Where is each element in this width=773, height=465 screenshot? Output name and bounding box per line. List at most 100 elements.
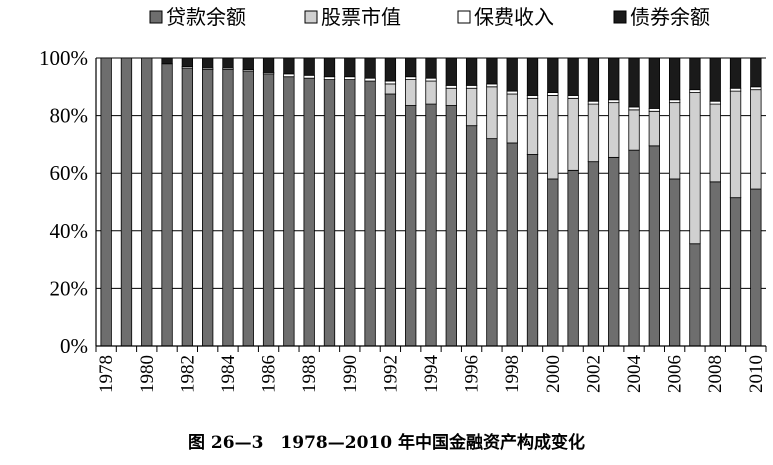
bar-segment (506, 93, 518, 144)
bar-segment (608, 102, 620, 158)
bar-segment (689, 57, 701, 91)
x-tick-label: 2002 (583, 355, 604, 393)
bar-segment (648, 57, 660, 109)
x-tick-label: 2010 (746, 355, 767, 393)
bar-segment (729, 90, 742, 199)
bar-segment (709, 103, 721, 183)
bar-segment (526, 95, 539, 99)
bar-segment (405, 79, 417, 106)
bar-segment (587, 103, 600, 163)
legend-label: 保费收入 (474, 5, 554, 29)
legend-swatch (613, 10, 627, 24)
bar-segment (202, 57, 214, 69)
stacked-bar-chart: 贷款余额 股票市值 保费收入 债券余额 0% 20% 40% 60% 80% 100% 1978… (39, 5, 767, 394)
bar-segment (587, 161, 600, 347)
bar-segment (608, 156, 620, 347)
bar-segment (364, 80, 376, 347)
x-tick-label: 1996 (462, 355, 483, 393)
bar-segment (486, 138, 498, 347)
bar-segment (445, 84, 457, 89)
legend-swatch (457, 10, 471, 24)
y-tick-label: 100% (39, 46, 88, 70)
x-tick-label: 1986 (259, 355, 280, 393)
bar-segment (729, 87, 742, 92)
bar-segment (262, 73, 275, 347)
bar-segment (486, 83, 498, 88)
x-tick-label: 1984 (218, 355, 239, 394)
bar-segment (587, 57, 600, 102)
x-tick-labels: 1978 1980 1982 1984 1986 1988 1990 1992 1994 1996… (96, 355, 767, 394)
bar-segment (222, 57, 234, 69)
bar-segment (465, 87, 478, 127)
bar-segment (425, 57, 437, 79)
bar-segment (608, 57, 620, 101)
x-tick-label: 1998 (502, 355, 523, 393)
bar-segment (506, 142, 518, 347)
bar-segment (750, 89, 762, 190)
bar-segment (628, 109, 640, 151)
bar-segment (364, 57, 376, 79)
bar-segment (587, 100, 600, 105)
y-tick-label: 40% (50, 219, 89, 243)
bar-segment (506, 57, 518, 92)
x-tick-label: 1980 (137, 355, 158, 393)
bar-segment (120, 57, 133, 347)
bar-segment (547, 95, 559, 180)
x-tick-label: 1992 (380, 355, 401, 393)
bar-segment (283, 73, 295, 78)
bar-segment (141, 57, 153, 347)
bar-segment (161, 63, 173, 347)
x-tick-label: 1988 (299, 355, 320, 393)
x-tick-label: 2006 (665, 355, 686, 393)
bar-segment (425, 103, 437, 347)
bar-segment (465, 84, 478, 89)
bar-segment (628, 106, 640, 111)
bar-segment (750, 57, 762, 88)
bar-segment (445, 57, 457, 86)
bar-segment (668, 57, 681, 101)
bar-segment (202, 69, 214, 347)
bar-segment (689, 243, 701, 347)
bar-segment (750, 188, 762, 347)
bar-segment (628, 57, 640, 108)
bar-segment (567, 97, 579, 171)
x-tick-label: 1990 (340, 355, 361, 393)
bar-segment (567, 169, 579, 347)
bar-segment (364, 77, 376, 82)
bar-segment (405, 76, 417, 81)
bar-segment (323, 79, 336, 347)
bar-segment (729, 197, 742, 347)
axes (95, 58, 767, 352)
bar-segment (547, 178, 559, 347)
bar-segment (526, 57, 539, 96)
bar-segment (648, 108, 660, 112)
legend-label: 债券余额 (630, 5, 710, 29)
bar-segment (689, 92, 701, 245)
bar-segment (323, 76, 336, 81)
bar-segment (405, 57, 417, 78)
bar-segment (384, 80, 397, 85)
bar-segment (486, 86, 498, 140)
bar-segment (161, 57, 173, 65)
legend-swatch (149, 10, 163, 24)
bar-segment (425, 77, 437, 82)
bar-segment (283, 76, 295, 347)
bar-segment (100, 57, 112, 347)
bar-segment (486, 57, 498, 85)
bar-segment (405, 105, 417, 347)
y-tick-label: 60% (50, 161, 89, 185)
legend-label: 贷款余额 (166, 5, 246, 29)
bar-segment (303, 77, 315, 347)
legend-label: 股票市值 (321, 5, 401, 29)
bar-segment (425, 80, 437, 105)
legend-swatch (304, 10, 318, 24)
bar-segment (526, 154, 539, 347)
bar-segment (729, 57, 742, 89)
bar-segment (709, 181, 721, 347)
bar-segment (262, 57, 275, 73)
bar-segment (323, 57, 336, 78)
bar-segment (384, 57, 397, 82)
bar-segment (709, 100, 721, 105)
bar-segment (445, 87, 457, 106)
x-tick-label: 1982 (177, 355, 198, 393)
